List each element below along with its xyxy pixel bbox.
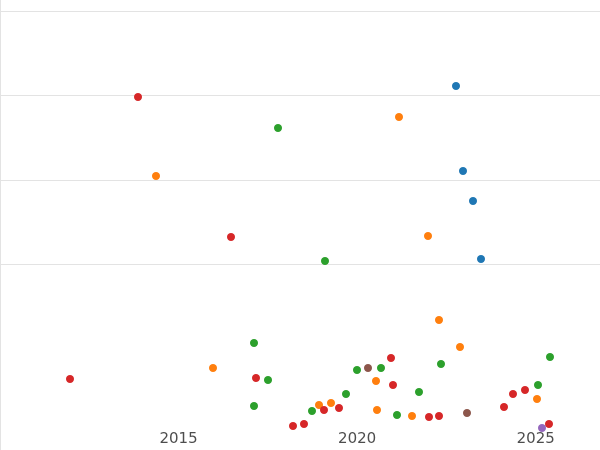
- scatter-point-orange: [151, 171, 160, 180]
- scatter-point-red: [252, 373, 261, 382]
- scatter-point-red: [434, 412, 443, 421]
- scatter-point-red: [544, 419, 553, 428]
- scatter-point-orange: [434, 316, 443, 325]
- x-tick-label: 2015: [159, 429, 198, 447]
- scatter-point-red: [319, 406, 328, 415]
- scatter-point-green: [341, 389, 350, 398]
- scatter-point-orange: [532, 394, 541, 403]
- scatter-point-red: [334, 403, 343, 412]
- scatter-point-purple: [537, 424, 546, 433]
- scatter-point-red: [387, 354, 396, 363]
- scatter-point-red: [288, 421, 297, 430]
- scatter-point-orange: [373, 406, 382, 415]
- scatter-point-orange: [394, 112, 403, 121]
- scatter-point-red: [508, 389, 517, 398]
- scatter-point-orange: [423, 232, 432, 241]
- scatter-point-orange: [314, 400, 323, 409]
- scatter-point-blue: [451, 81, 460, 90]
- scatter-point-green: [273, 123, 282, 132]
- scatter-point-orange: [455, 343, 464, 352]
- gridline-vertical-left: [0, 0, 1, 450]
- scatter-point-orange: [408, 411, 417, 420]
- scatter-point-green: [249, 402, 258, 411]
- scatter-point-red: [424, 413, 433, 422]
- scatter-point-green: [393, 410, 402, 419]
- scatter-point-blue: [468, 197, 477, 206]
- x-tick-label: 2020: [338, 429, 377, 447]
- scatter-point-green: [307, 407, 316, 416]
- scatter-point-red: [227, 233, 236, 242]
- scatter-point-blue: [476, 255, 485, 264]
- scatter-point-brown: [364, 363, 373, 372]
- scatter-point-red: [299, 419, 308, 428]
- scatter-point-orange: [326, 398, 335, 407]
- scatter-point-green: [533, 381, 542, 390]
- scatter-point-red: [133, 92, 142, 101]
- gridline-horizontal: [0, 11, 600, 13]
- scatter-point-red: [66, 374, 75, 383]
- gridline-horizontal: [0, 263, 600, 265]
- scatter-point-blue: [458, 166, 467, 175]
- scatter-point-green: [249, 339, 258, 348]
- scatter-point-red: [520, 386, 529, 395]
- scatter-point-red: [389, 381, 398, 390]
- scatter-point-orange: [372, 377, 381, 386]
- scatter-point-green: [353, 366, 362, 375]
- x-tick-label: 2025: [516, 429, 555, 447]
- gridline-horizontal: [0, 179, 600, 181]
- scatter-point-green: [415, 387, 424, 396]
- gridline-horizontal: [0, 95, 600, 97]
- scatter-point-green: [377, 363, 386, 372]
- scatter-point-brown: [462, 408, 471, 417]
- scatter-point-green: [263, 376, 272, 385]
- scatter-point-orange: [208, 363, 217, 372]
- scatter-point-red: [499, 403, 508, 412]
- scatter-point-green: [545, 353, 554, 362]
- scatter-point-green: [437, 360, 446, 369]
- scatter-point-green: [320, 256, 329, 265]
